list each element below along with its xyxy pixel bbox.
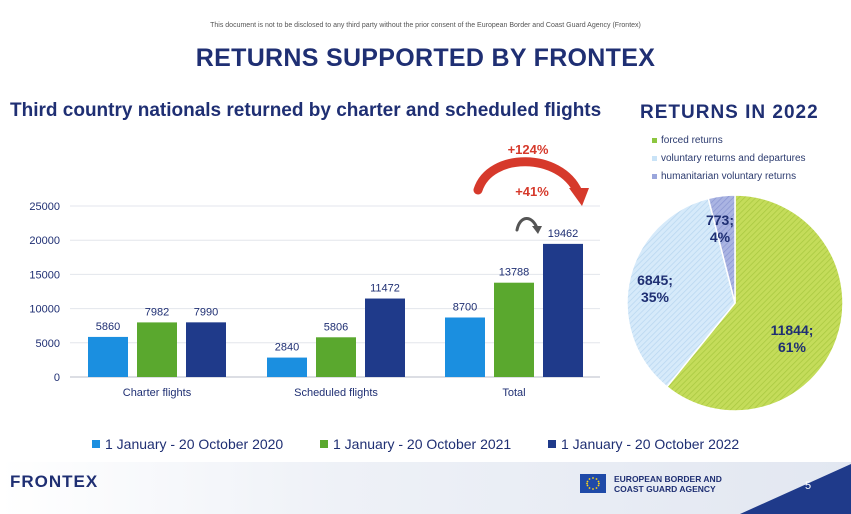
growth-arrowhead-large bbox=[569, 188, 589, 206]
bar-value-label: 7990 bbox=[194, 306, 218, 318]
footer-band bbox=[0, 462, 851, 514]
y-tick-label: 20000 bbox=[29, 235, 60, 247]
bar-chart-title: Third country nationals returned by char… bbox=[10, 100, 602, 121]
growth-arrow-large bbox=[473, 157, 583, 197]
disclaimer-text: This document is not to be disclosed to … bbox=[210, 22, 641, 29]
pie-legend-swatch-forced bbox=[652, 137, 657, 143]
pie-chart-title: RETURNS IN 2022 bbox=[640, 102, 819, 123]
pie-legend-swatch-humanitarian bbox=[652, 173, 657, 179]
bar-value-label: 19462 bbox=[548, 228, 579, 240]
growth-arrow-small bbox=[515, 217, 539, 232]
bar-chart: 0 5000 10000 15000 20000 25000 5860 7982 7990 Cha… bbox=[29, 142, 600, 399]
growth-arrowhead-small bbox=[532, 226, 542, 234]
pie-value-label: 6845; bbox=[637, 272, 673, 288]
x-category-label: Scheduled flights bbox=[294, 387, 378, 399]
bar bbox=[88, 336, 128, 377]
bar bbox=[316, 337, 356, 377]
bar-legend-2020: 1 January - 20 October 2020 bbox=[92, 436, 283, 452]
bar-value-label: 8700 bbox=[453, 301, 477, 313]
slide-title: RETURNS SUPPORTED BY FRONTEX bbox=[195, 44, 656, 72]
x-category-label: Charter flights bbox=[123, 387, 192, 399]
bar-legend-2021: 1 January - 20 October 2021 bbox=[320, 436, 511, 452]
bar-value-label: 5860 bbox=[96, 321, 120, 333]
pie-slice bbox=[626, 197, 736, 388]
frontex-logo: FRONTEX bbox=[10, 472, 99, 491]
pie-slice bbox=[665, 194, 844, 412]
pie-legend-forced: forced returns bbox=[652, 135, 723, 146]
bar-value-label: 13788 bbox=[499, 267, 530, 279]
page-number-badge bbox=[740, 464, 851, 514]
pie-legend-voluntary: voluntary returns and departures bbox=[652, 153, 806, 164]
pie-legend-label-forced: forced returns bbox=[661, 135, 723, 146]
pie-legend-swatch-voluntary bbox=[652, 155, 657, 161]
y-tick-label: 10000 bbox=[29, 304, 60, 316]
bar-value-label: 2840 bbox=[275, 342, 299, 354]
bar bbox=[365, 298, 405, 377]
pie-legend-humanitarian: humanitarian voluntary returns bbox=[652, 171, 796, 182]
bar-value-label: 7982 bbox=[145, 306, 169, 318]
pie-value-label: 773; bbox=[706, 212, 734, 228]
eu-stars-icon bbox=[586, 477, 600, 490]
bar-value-label: 5806 bbox=[324, 321, 348, 333]
pie-pct-label: 4% bbox=[710, 229, 731, 245]
pie-pct-label: 35% bbox=[641, 289, 670, 305]
bar-legend-label-2022: 1 January - 20 October 2022 bbox=[561, 436, 740, 452]
agency-name: EUROPEAN BORDER AND COAST GUARD AGENCY bbox=[614, 474, 722, 494]
agency-name-line2: COAST GUARD AGENCY bbox=[614, 484, 716, 494]
pie-value-label: 11844; bbox=[771, 322, 814, 338]
y-tick-label: 5000 bbox=[36, 338, 60, 350]
agency-name-line1: EUROPEAN BORDER AND bbox=[614, 474, 722, 484]
y-tick-label: 25000 bbox=[29, 201, 60, 213]
bar bbox=[186, 322, 226, 377]
bar-value-label: 11472 bbox=[370, 283, 400, 295]
pie-pct-label: 61% bbox=[778, 339, 807, 355]
growth-label-year: +41% bbox=[515, 184, 549, 199]
pie-chart: 11844;61% 6845;35% 773;4% bbox=[626, 194, 844, 412]
x-category-label: Total bbox=[502, 387, 525, 399]
bar-legend-swatch-2022 bbox=[548, 440, 556, 448]
bar bbox=[137, 322, 177, 377]
pie-slice bbox=[707, 194, 736, 304]
eu-flag-icon bbox=[580, 474, 606, 493]
bar-legend-label-2020: 1 January - 20 October 2020 bbox=[105, 436, 284, 452]
pie-legend-label-voluntary: voluntary returns and departures bbox=[661, 153, 806, 164]
y-tick-label: 15000 bbox=[29, 269, 60, 281]
page-number: 5 bbox=[805, 480, 812, 492]
bar bbox=[543, 243, 583, 377]
bar-legend-swatch-2020 bbox=[92, 440, 100, 448]
bar-legend-swatch-2021 bbox=[320, 440, 328, 448]
y-tick-label: 0 bbox=[54, 372, 60, 384]
growth-label-total: +124% bbox=[508, 142, 549, 157]
pie-legend-label-humanitarian: humanitarian voluntary returns bbox=[661, 171, 797, 182]
bar bbox=[494, 282, 534, 377]
bar-legend-label-2021: 1 January - 20 October 2021 bbox=[333, 436, 512, 452]
bar bbox=[267, 357, 307, 377]
bar bbox=[445, 317, 485, 377]
bar-legend-2022: 1 January - 20 October 2022 bbox=[548, 436, 739, 452]
